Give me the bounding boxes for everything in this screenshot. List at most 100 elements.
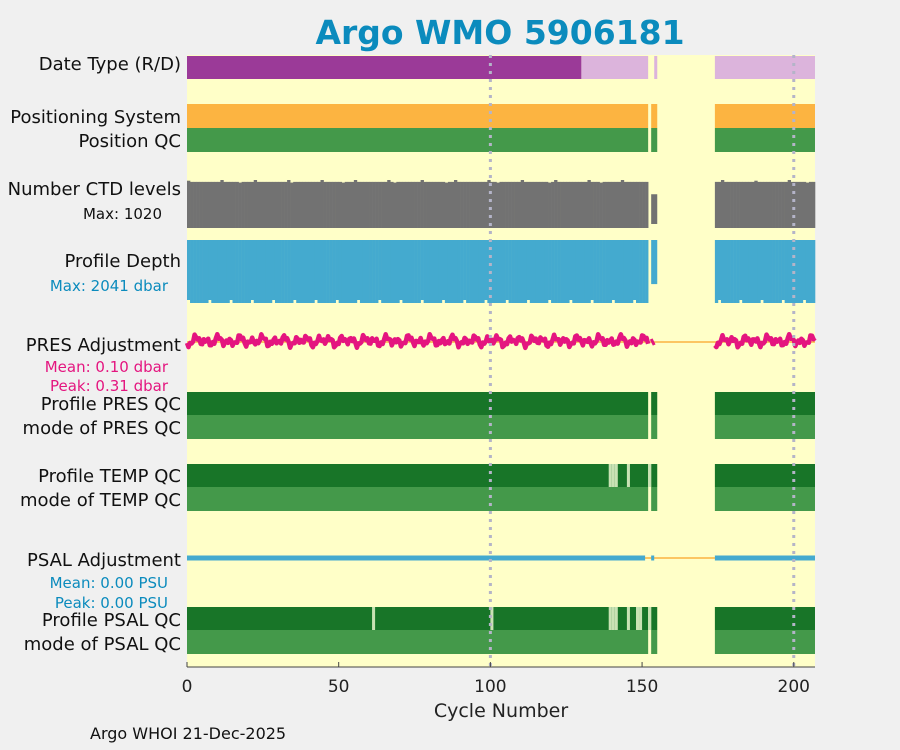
profile-depth-bar [775,240,779,303]
ctd-level-bar [796,181,801,228]
profile-depth-bar [466,240,470,303]
profile-depth-bar [730,240,734,303]
profile-depth-bar [411,240,415,303]
profile-depth-bar [802,240,807,300]
ctd-level-bar [469,181,473,228]
profile-depth-bar [414,240,418,303]
ctd-level-bar [372,181,376,228]
ctd-level-bar [544,181,549,228]
profile-pres-qc-bar [714,392,815,415]
ctd-level-bar [387,180,391,228]
ctd-level-bar [763,181,767,228]
ctd-level-bar [463,181,467,228]
ctd-level-bar [517,181,522,228]
profile-depth-bar [429,240,434,303]
ctd-level-bar [623,181,628,228]
ctd-level-bar [217,181,221,228]
mode-psal-qc-bar [714,630,815,654]
ctd-level-bar [775,181,779,228]
profile-depth-bar [290,240,294,303]
profile-pres-qc-bar [651,392,658,415]
profile-depth-bar [408,240,412,303]
profile-depth-bar [727,240,731,303]
profile-depth-bar [265,240,270,303]
profile-depth-bar [548,240,552,300]
profile-depth-bar [793,240,798,303]
profile-temp-qc-flag [614,464,618,487]
ctd-level-bar [511,181,515,228]
ctd-level-bar [220,180,224,228]
profile-depth-bar [502,240,506,303]
ctd-level-bar [329,181,333,228]
pres-adjustment-line [713,331,817,350]
profile-depth-bar [262,240,267,303]
label-position-qc: Position QC [78,131,181,152]
label-ctd-levels: Number CTD levels [8,179,181,200]
ctd-level-bar [720,180,725,228]
profile-temp-qc-bar [187,464,649,487]
ctd-level-bar [226,181,230,228]
profile-depth-bar [253,240,258,303]
profile-depth-bar [751,240,755,303]
ctd-level-bar [208,181,212,228]
profile-depth-bar [387,240,391,303]
profile-psal-qc-flag [611,607,615,630]
profile-depth-bar [544,240,549,303]
profile-depth-bar [199,240,203,303]
label-psal-mean: Mean: 0.00 PSU [50,574,168,592]
ctd-level-bar [299,181,303,228]
label-profile-temp-qc: Profile TEMP QC [38,466,181,487]
profile-depth-bar [381,240,385,303]
profile-depth-bar [599,240,603,303]
profile-depth-bar [220,240,224,303]
ctd-level-bar [396,181,400,228]
ctd-level-bar [730,181,734,228]
profile-depth-bar [320,240,324,303]
ctd-level-bar [232,181,236,228]
profile-depth-bar [651,240,658,285]
ctd-level-bar [514,181,518,228]
ctd-level-bar [578,181,582,228]
profile-depth-bar [763,240,767,303]
date-type-delayed-bar [581,56,649,79]
date-type-delayed-bar [654,56,658,79]
ctd-level-bar [247,181,252,228]
ctd-level-bar [278,181,282,228]
ctd-level-bar [645,181,649,228]
profile-depth-bar [402,240,406,303]
footer-credit: Argo WHOI 21-Dec-2025 [90,724,287,743]
profile-depth-bar [347,240,352,303]
profile-depth-bar [714,240,719,303]
profile-depth-bar [423,240,427,303]
ctd-level-bar [581,181,585,228]
profile-depth-bar [196,240,200,303]
ctd-level-bar [651,194,658,224]
ctd-level-bar [811,181,816,228]
ctd-level-bar [256,181,261,228]
ctd-level-bar [205,181,209,228]
psal-adjustment-line [651,555,655,561]
profile-temp-qc-bar [651,464,658,487]
ctd-level-bar [587,180,591,228]
ctd-level-bar [563,181,567,228]
mode-temp-qc-bar [651,487,658,511]
profile-depth-bar [372,240,376,303]
ctd-level-bar [802,181,807,228]
profile-temp-qc-flag [648,464,652,487]
ctd-level-bar [642,181,646,228]
profile-depth-bar [250,240,255,300]
ctd-level-bar [305,181,309,228]
ctd-level-bar [502,181,506,228]
label-positioning-system: Positioning System [10,107,181,128]
ctd-level-bar [302,181,306,228]
ctd-level-bar [441,181,446,228]
ctd-level-bar [596,181,600,228]
profile-depth-bar [229,240,233,300]
profile-depth-bar [187,240,191,300]
ctd-level-bar [450,181,455,228]
ctd-level-bar [435,181,440,228]
ctd-level-bar [717,181,722,228]
profile-depth-bar [284,240,288,303]
profile-depth-bar [457,240,461,303]
profile-depth-bar [511,240,515,303]
